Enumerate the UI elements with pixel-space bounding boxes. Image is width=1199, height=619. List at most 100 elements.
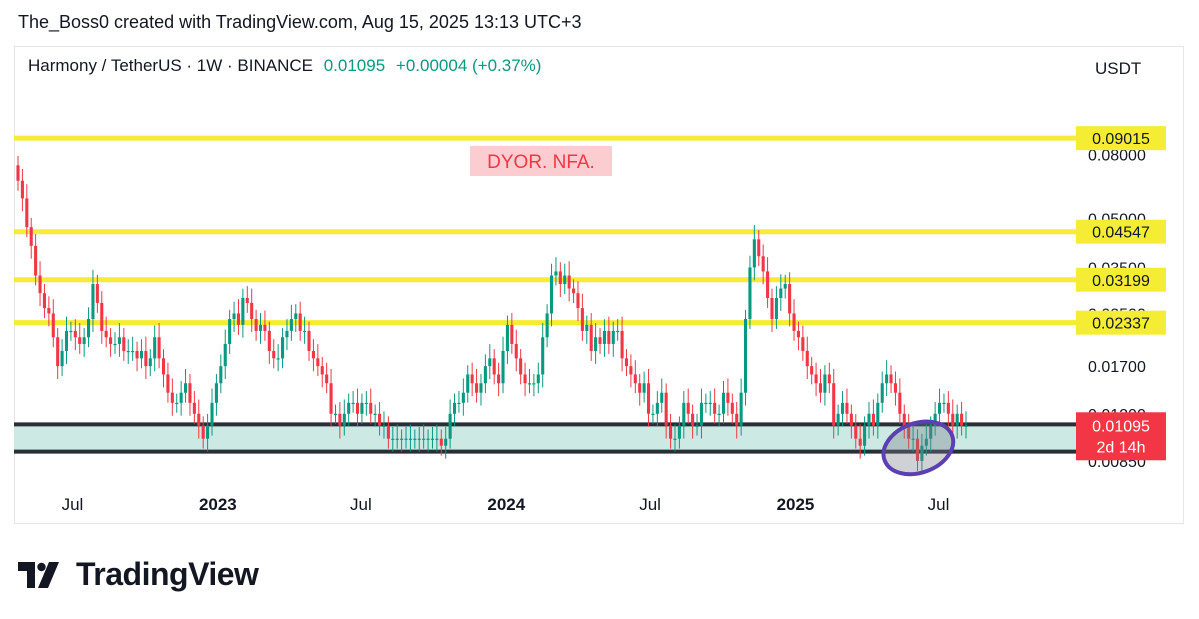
candle-body bbox=[245, 297, 249, 303]
candle-body bbox=[272, 350, 276, 359]
candle-body bbox=[201, 425, 205, 439]
candle-body bbox=[669, 425, 673, 439]
candle-body bbox=[338, 413, 342, 426]
candle-body bbox=[558, 271, 562, 285]
price-change: +0.00004 (+0.37%) bbox=[395, 56, 542, 75]
candle-body bbox=[91, 284, 95, 320]
candle-body bbox=[404, 438, 408, 440]
candle-body bbox=[572, 288, 576, 294]
candle-body bbox=[629, 366, 633, 375]
candle-body bbox=[863, 425, 867, 446]
candle-body bbox=[726, 392, 730, 403]
candle-body bbox=[329, 383, 333, 414]
candle-body bbox=[355, 402, 360, 414]
candle-body bbox=[492, 358, 496, 375]
candle-body bbox=[461, 392, 465, 403]
x-tick-label-1: 2023 bbox=[199, 495, 237, 514]
candle-body bbox=[95, 284, 99, 303]
candle-body bbox=[408, 438, 412, 440]
candle-body bbox=[34, 245, 38, 276]
annotation-text: DYOR. NFA. bbox=[487, 152, 595, 173]
candle-body bbox=[642, 383, 646, 393]
candle-body bbox=[743, 319, 748, 393]
candle-body bbox=[413, 438, 417, 440]
candle-body bbox=[840, 402, 845, 414]
candle-body bbox=[682, 402, 686, 426]
candle-body bbox=[655, 402, 659, 414]
candle-body bbox=[911, 438, 915, 440]
candle-body bbox=[951, 413, 955, 426]
candle-body bbox=[774, 297, 778, 320]
candle-body bbox=[139, 350, 144, 359]
symbol-legend: Harmony / TetherUS · 1W · BINANCE 0.0109… bbox=[28, 56, 541, 76]
level-tag-label-1: 0.04547 bbox=[1092, 225, 1150, 242]
current-price-label: 0.01095 bbox=[1092, 418, 1150, 435]
candle-body bbox=[426, 438, 430, 440]
candle-body bbox=[902, 413, 906, 426]
candle-body bbox=[519, 358, 523, 375]
candle-body bbox=[545, 313, 549, 338]
tradingview-logo-icon bbox=[18, 561, 59, 588]
candle-body bbox=[770, 297, 774, 320]
candle-body bbox=[307, 330, 311, 351]
candle-body bbox=[232, 313, 236, 320]
candle-body bbox=[611, 330, 615, 344]
candle-body bbox=[373, 413, 377, 415]
candle-body bbox=[594, 337, 598, 351]
candle-body bbox=[175, 402, 179, 405]
candle-body bbox=[885, 374, 889, 384]
candle-body bbox=[422, 438, 426, 440]
candle-body bbox=[497, 374, 501, 384]
candle-body bbox=[946, 402, 950, 414]
candle-body bbox=[135, 350, 139, 359]
y-tick-label-0: 0.08000 bbox=[1088, 147, 1146, 164]
candle-body bbox=[536, 374, 540, 384]
candle-body bbox=[527, 383, 532, 385]
candle-body bbox=[955, 413, 959, 426]
candle-body bbox=[69, 330, 73, 333]
candle-body bbox=[554, 271, 558, 276]
candle-body bbox=[739, 392, 743, 426]
level-tag-label-0: 0.09015 bbox=[1092, 131, 1150, 148]
candle-body bbox=[294, 313, 298, 320]
candle-body bbox=[598, 337, 602, 344]
candle-body bbox=[122, 337, 126, 351]
candle-body bbox=[845, 402, 849, 414]
candle-body bbox=[342, 413, 346, 426]
candle-body bbox=[673, 438, 677, 440]
candle-body bbox=[889, 374, 893, 384]
candle-body bbox=[823, 374, 827, 393]
candle-body bbox=[699, 402, 703, 426]
candle-body bbox=[439, 438, 443, 446]
candle-body bbox=[748, 267, 752, 320]
candle-body bbox=[109, 337, 113, 344]
candle-body bbox=[589, 324, 593, 351]
candle-body bbox=[479, 383, 483, 393]
candle-body bbox=[38, 275, 42, 294]
tradingview-brand[interactable]: TradingView bbox=[18, 556, 259, 593]
candle-body bbox=[254, 319, 258, 331]
candle-body bbox=[435, 438, 439, 440]
candle-body bbox=[854, 425, 858, 439]
price-axis-unit[interactable]: USDT bbox=[1095, 59, 1142, 78]
chart-frame bbox=[14, 46, 1184, 524]
candle-body bbox=[64, 330, 69, 351]
x-tick-label-2: Jul bbox=[350, 495, 372, 514]
candle-body bbox=[161, 358, 166, 375]
candle-body bbox=[289, 319, 293, 331]
annotation-box bbox=[470, 146, 612, 176]
candle-body bbox=[391, 438, 395, 440]
candle-body bbox=[483, 366, 487, 384]
candle-body bbox=[56, 337, 60, 367]
candle-body bbox=[907, 425, 911, 439]
candle-body bbox=[624, 358, 629, 367]
candle-body bbox=[223, 343, 227, 367]
candle-body bbox=[444, 438, 448, 446]
candle-body bbox=[721, 392, 726, 414]
candle-body bbox=[960, 413, 964, 426]
candle-body bbox=[633, 374, 637, 384]
candle-body bbox=[311, 350, 315, 359]
candle-body bbox=[250, 302, 254, 320]
candle-body bbox=[858, 438, 862, 446]
